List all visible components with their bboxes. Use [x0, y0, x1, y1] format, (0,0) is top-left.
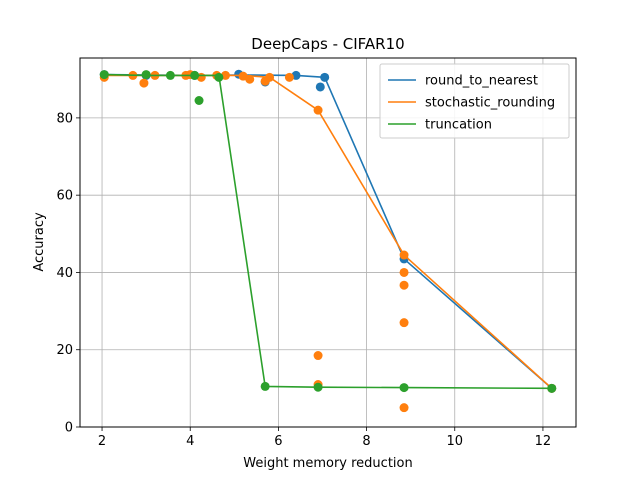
y-tick-label: 40 — [56, 266, 73, 281]
legend-label-stochastic-rounding: stochastic_rounding — [425, 96, 555, 111]
data-point-truncation — [399, 383, 409, 393]
data-point-stochastic-rounding — [265, 72, 275, 82]
series-truncation — [99, 70, 557, 393]
data-point-stochastic-rounding — [245, 74, 255, 84]
y-axis-label: Accuracy — [32, 212, 47, 272]
chart-title: DeepCaps - CIFAR10 — [251, 35, 404, 53]
data-point-truncation — [141, 70, 151, 80]
legend-label-truncation: truncation — [425, 118, 492, 133]
x-tick-label: 8 — [362, 434, 370, 449]
series-layer — [99, 69, 557, 413]
x-tick-label: 2 — [98, 434, 106, 449]
legend: round_to_nearest stochastic_roundingtrunc… — [379, 63, 570, 139]
data-point-stochastic-rounding — [313, 105, 323, 115]
data-point-stochastic-rounding — [399, 267, 409, 277]
y-tick-label: 60 — [56, 189, 73, 204]
data-point-stochastic-rounding — [313, 351, 323, 361]
data-point-truncation — [99, 70, 109, 80]
y-tick-label: 80 — [56, 111, 73, 126]
data-point-stochastic-rounding — [284, 72, 294, 82]
data-point-truncation — [260, 381, 270, 391]
legend-box — [379, 63, 570, 139]
data-point-truncation — [313, 382, 323, 392]
y-tick-label: 0 — [65, 421, 73, 436]
data-point-stochastic-rounding — [399, 250, 409, 260]
data-point-truncation — [190, 70, 200, 80]
data-point-round-to-nearest — [315, 82, 325, 92]
x-tick-label: 6 — [274, 434, 282, 449]
data-point-truncation — [194, 96, 204, 106]
data-point-truncation — [165, 70, 175, 80]
x-tick-label: 10 — [446, 434, 463, 449]
data-point-stochastic-rounding — [399, 280, 409, 290]
x-tick-label: 4 — [186, 434, 194, 449]
data-point-stochastic-rounding — [139, 78, 149, 88]
data-point-round-to-nearest — [320, 72, 330, 82]
series-line-truncation — [104, 73, 552, 390]
data-point-stochastic-rounding — [399, 318, 409, 328]
ticks: 2 4 6 8 10 12 0 20 40 60 80 — [56, 111, 551, 449]
data-point-stochastic-rounding — [399, 403, 409, 413]
x-axis-label: Weight memory reduction — [243, 456, 412, 471]
axes-frame — [79, 57, 577, 428]
legend-label-round-to-nearest: round_to_nearest — [425, 74, 538, 89]
data-point-truncation — [547, 383, 557, 393]
x-tick-label: 12 — [535, 434, 552, 449]
data-point-truncation — [214, 72, 224, 82]
y-tick-label: 20 — [56, 343, 73, 358]
